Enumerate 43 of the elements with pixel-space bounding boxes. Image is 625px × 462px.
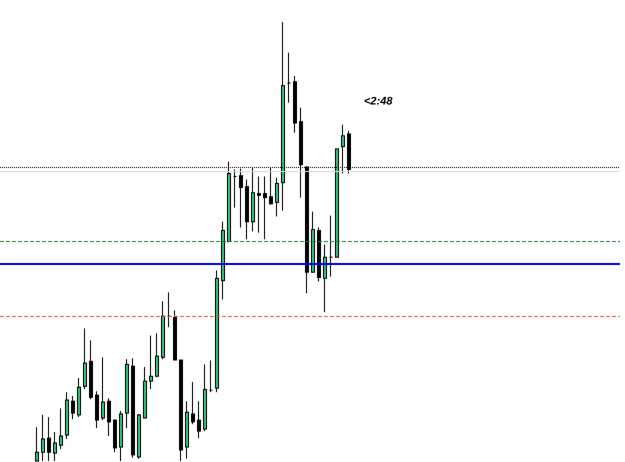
candlestick: [185, 400, 189, 460]
candlestick: [203, 364, 207, 432]
candlestick: [323, 244, 327, 313]
candlestick: [65, 392, 69, 440]
candlestick: [317, 226, 321, 282]
candlestick: [47, 416, 51, 462]
candlestick: [179, 360, 183, 462]
candlestick: [131, 358, 135, 458]
candlestick: [173, 310, 177, 361]
candlestick: [77, 378, 81, 418]
candlestick: [209, 360, 213, 393]
candlestick: [53, 432, 57, 462]
text: <2:48: [364, 96, 394, 108]
candlestick: [221, 221, 225, 300]
candlestick: [107, 398, 111, 436]
candlestick: [191, 381, 195, 425]
candlestick: [59, 408, 63, 450]
candlestick: [287, 52, 291, 104]
candlestick: [245, 179, 249, 240]
candlestick: [137, 414, 141, 460]
candlestick: [275, 177, 279, 217]
candlestick: [125, 358, 129, 429]
candlestick: [41, 414, 45, 462]
candlestick: [161, 300, 165, 360]
candlestick: [113, 418, 117, 453]
candlestick: [95, 390, 99, 429]
candlestick: [293, 75, 297, 134]
candlestick: [329, 215, 333, 278]
candlestick: [311, 211, 315, 273]
candlestick: [167, 292, 171, 328]
candlestick: [263, 176, 267, 240]
candlestick: [101, 356, 105, 421]
candlestick: [35, 426, 39, 462]
candlestick: [257, 176, 261, 234]
candlestick: [197, 400, 201, 439]
candlestick: [71, 396, 75, 420]
candlestick: [119, 410, 123, 462]
candlestick: [215, 270, 219, 393]
candlestick: [143, 366, 147, 418]
candlestick: [83, 328, 87, 390]
candlestick: [89, 340, 93, 400]
candlestick: [149, 334, 153, 390]
candlestick: [155, 332, 159, 378]
